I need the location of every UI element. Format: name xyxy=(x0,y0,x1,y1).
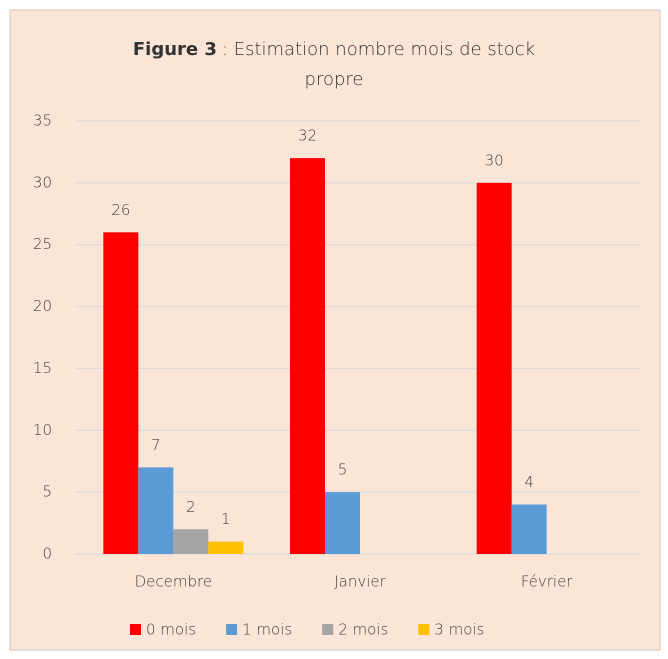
data-label: 1 xyxy=(221,510,231,528)
title-prefix: Figure 3 xyxy=(133,39,217,60)
bar xyxy=(290,158,325,554)
y-tick-label: 20 xyxy=(33,297,52,315)
bar xyxy=(208,541,244,554)
y-tick-label: 15 xyxy=(33,359,52,377)
y-tick-label: 0 xyxy=(42,545,52,563)
legend-label: 3 mois xyxy=(434,621,484,639)
legend-swatch xyxy=(322,624,334,635)
x-tick-label: Decembre xyxy=(135,573,212,591)
chart-title: Figure 3: Estimation nombre mois de stoc… xyxy=(133,39,535,60)
bar xyxy=(476,182,512,554)
legend-label: 0 mois xyxy=(146,621,196,639)
bar xyxy=(173,529,209,554)
legend-swatch xyxy=(418,624,430,635)
title-text: : Estimation nombre mois de stock xyxy=(222,39,535,60)
legend-swatch xyxy=(130,624,141,635)
data-label: 2 xyxy=(186,498,196,516)
y-tick-label: 10 xyxy=(33,421,52,439)
data-label: 4 xyxy=(524,473,534,491)
data-label: 30 xyxy=(485,151,504,169)
data-label: 7 xyxy=(151,436,161,454)
y-tick-label: 25 xyxy=(33,235,52,253)
legend-label: 1 mois xyxy=(242,621,292,639)
y-tick-label: 30 xyxy=(33,173,52,191)
bar xyxy=(325,492,360,554)
data-label: 26 xyxy=(111,201,130,219)
chart-title-line2: propre xyxy=(305,69,364,90)
x-tick-label: Février xyxy=(521,573,573,591)
legend-swatch xyxy=(226,624,238,635)
legend-label: 2 mois xyxy=(338,621,388,639)
bar xyxy=(103,232,139,555)
y-tick-label: 5 xyxy=(42,483,52,501)
bar xyxy=(511,504,547,554)
x-tick-label: Janvier xyxy=(334,573,386,591)
bar xyxy=(138,467,174,554)
data-label: 5 xyxy=(338,461,348,479)
data-label: 32 xyxy=(298,127,317,145)
y-tick-label: 35 xyxy=(33,112,52,130)
